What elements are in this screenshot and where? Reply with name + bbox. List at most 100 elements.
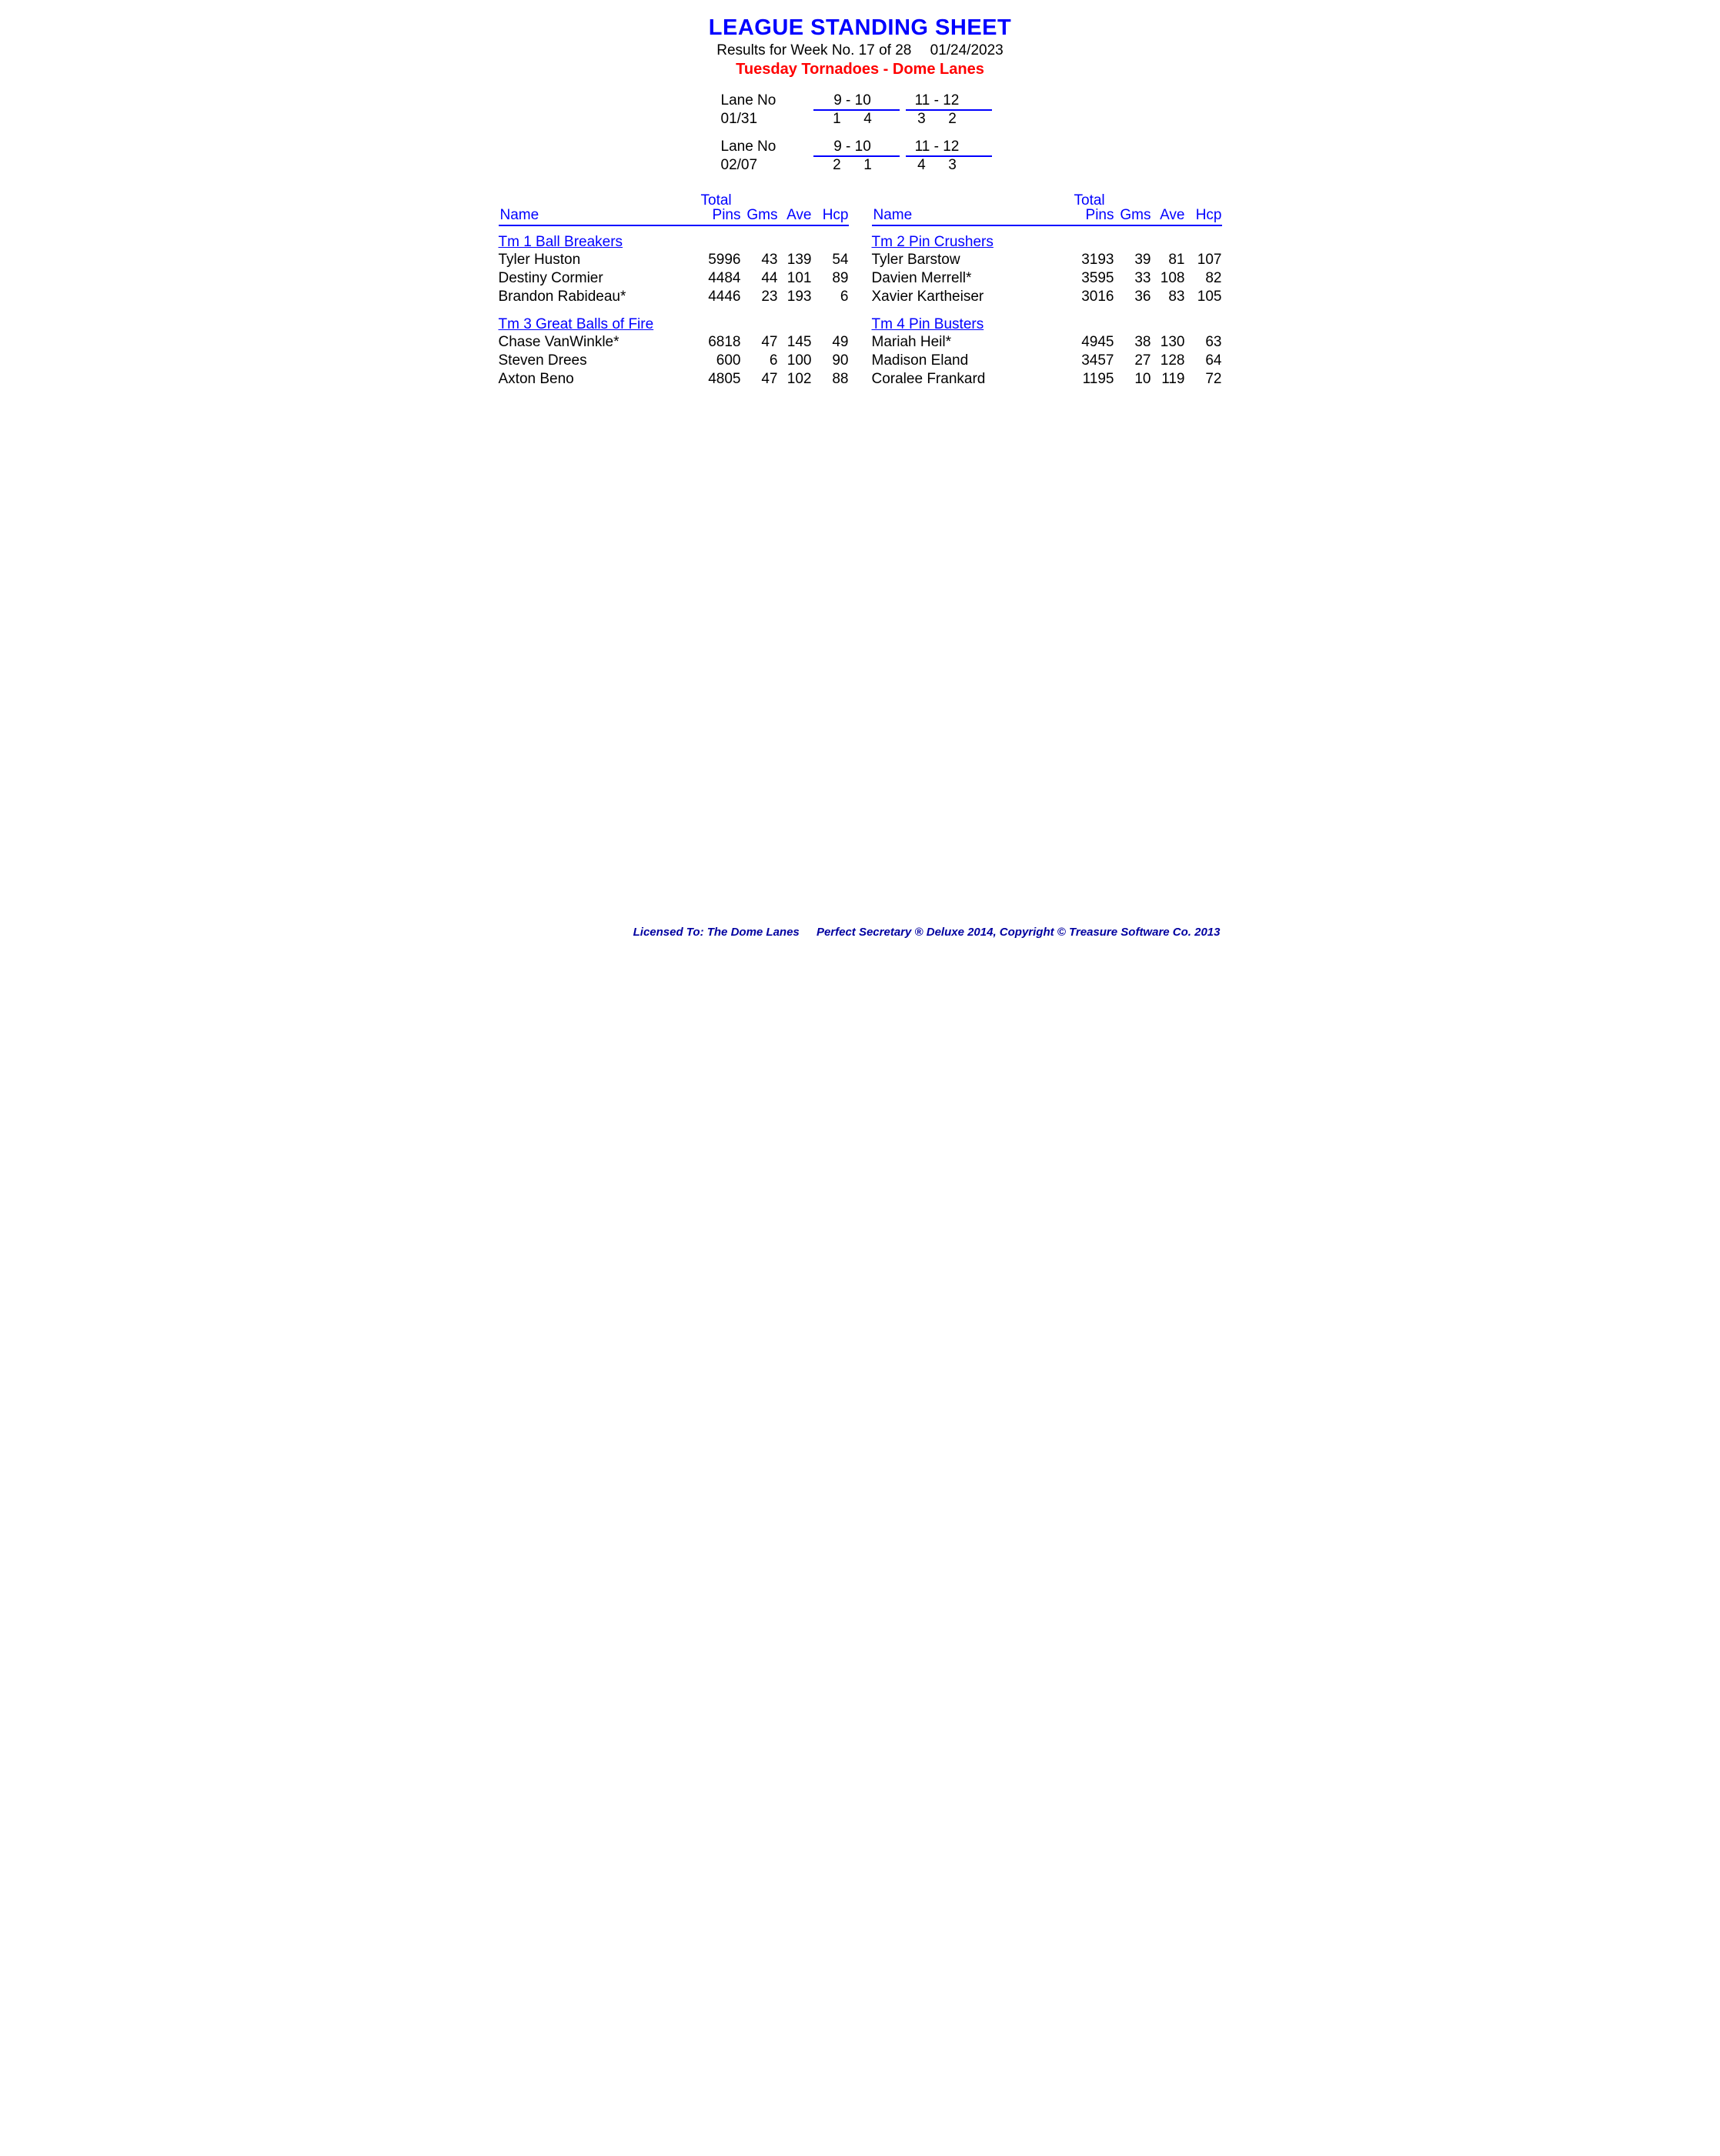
- player-pins: 5996: [701, 251, 741, 269]
- player-pins: 600: [701, 352, 741, 370]
- hdr-pins: Pins: [1086, 207, 1114, 223]
- player-row: Destiny Cormier44844410189: [499, 269, 849, 288]
- player-ave: 139: [778, 251, 812, 269]
- player-name: Coralee Frankard: [872, 370, 1074, 389]
- player-row: Brandon Rabideau*4446231936: [499, 288, 849, 306]
- lane-pair-b: 11 - 12: [895, 92, 980, 109]
- lane-label: Lane No: [718, 92, 810, 109]
- player-pins: 1195: [1074, 370, 1114, 389]
- lane-team: 1: [833, 111, 841, 128]
- hdr-total: Total: [701, 192, 741, 209]
- player-gms: 43: [741, 251, 778, 269]
- player-name: Steven Drees: [499, 352, 701, 370]
- player-gms: 10: [1114, 370, 1151, 389]
- player-ave: 83: [1151, 288, 1185, 306]
- team-name: Tm 1 Ball Breakers: [499, 234, 849, 251]
- team-block: Tm 2 Pin CrushersTyler Barstow3193398110…: [872, 234, 1222, 305]
- player-name: Davien Merrell*: [872, 269, 1074, 288]
- player-hcp: 105: [1185, 288, 1222, 306]
- player-hcp: 63: [1185, 333, 1222, 352]
- team-name: Tm 4 Pin Busters: [872, 316, 1222, 333]
- league-name: Tuesday Tornadoes - Dome Lanes: [499, 61, 1222, 78]
- player-pins: 6818: [701, 333, 741, 352]
- player-hcp: 72: [1185, 370, 1222, 389]
- right-column: Name Total Pins Gms Ave Hcp Tm 2 Pin Cru…: [872, 192, 1222, 399]
- report-header: LEAGUE STANDING SHEET Results for Week N…: [499, 15, 1222, 78]
- hdr-gms: Gms: [1114, 207, 1151, 224]
- player-name: Axton Beno: [499, 370, 701, 389]
- lane-block-1: Lane No 9 - 10 11 - 12 01/31 1 4 3 2: [718, 92, 1003, 128]
- lane-team: 2: [833, 157, 841, 174]
- player-row: Davien Merrell*35953310882: [872, 269, 1222, 288]
- left-column: Name Total Pins Gms Ave Hcp Tm 1 Ball Br…: [499, 192, 849, 399]
- player-pins: 4446: [701, 288, 741, 306]
- lane-team: 3: [917, 111, 926, 128]
- player-ave: 100: [778, 352, 812, 370]
- player-pins: 4945: [1074, 333, 1114, 352]
- player-ave: 193: [778, 288, 812, 306]
- player-row: Tyler Barstow31933981107: [872, 251, 1222, 269]
- hdr-name: Name: [499, 207, 701, 224]
- player-gms: 6: [741, 352, 778, 370]
- hdr-pins: Pins: [713, 207, 741, 223]
- player-name: Destiny Cormier: [499, 269, 701, 288]
- player-pins: 3595: [1074, 269, 1114, 288]
- player-name: Xavier Kartheiser: [872, 288, 1074, 306]
- player-row: Madison Eland34572712864: [872, 352, 1222, 370]
- player-hcp: 54: [812, 251, 849, 269]
- player-hcp: 89: [812, 269, 849, 288]
- hdr-ave: Ave: [778, 207, 812, 224]
- column-header: Name Total Pins Gms Ave Hcp: [872, 192, 1222, 226]
- player-gms: 39: [1114, 251, 1151, 269]
- player-hcp: 6: [812, 288, 849, 306]
- hdr-hcp: Hcp: [1185, 207, 1222, 224]
- player-gms: 36: [1114, 288, 1151, 306]
- player-ave: 119: [1151, 370, 1185, 389]
- player-pins: 3193: [1074, 251, 1114, 269]
- player-name: Mariah Heil*: [872, 333, 1074, 352]
- footer-software: Perfect Secretary ® Deluxe 2014, Copyrig…: [817, 926, 1221, 939]
- hdr-name: Name: [872, 207, 1074, 224]
- lane-pair-a: 9 - 10: [810, 92, 895, 109]
- team-block: Tm 4 Pin BustersMariah Heil*49453813063M…: [872, 316, 1222, 388]
- hdr-total: Total: [1074, 192, 1114, 209]
- player-ave: 101: [778, 269, 812, 288]
- lane-team: 4: [917, 157, 926, 174]
- column-header: Name Total Pins Gms Ave Hcp: [499, 192, 849, 226]
- player-row: Axton Beno48054710288: [499, 370, 849, 389]
- player-gms: 44: [741, 269, 778, 288]
- player-ave: 102: [778, 370, 812, 389]
- player-row: Steven Drees600610090: [499, 352, 849, 370]
- lane-date: 01/31: [718, 111, 810, 128]
- player-ave: 128: [1151, 352, 1185, 370]
- player-gms: 23: [741, 288, 778, 306]
- lane-team: 2: [948, 111, 957, 128]
- team-name: Tm 3 Great Balls of Fire: [499, 316, 849, 333]
- lane-team: 3: [948, 157, 957, 174]
- player-gms: 33: [1114, 269, 1151, 288]
- lane-team: 1: [863, 157, 872, 174]
- lane-team: 4: [863, 111, 872, 128]
- player-row: Tyler Huston59964313954: [499, 251, 849, 269]
- lane-block-2: Lane No 9 - 10 11 - 12 02/07 2 1 4 3: [718, 139, 1003, 174]
- player-row: Mariah Heil*49453813063: [872, 333, 1222, 352]
- player-gms: 47: [741, 333, 778, 352]
- player-gms: 38: [1114, 333, 1151, 352]
- player-ave: 130: [1151, 333, 1185, 352]
- player-ave: 145: [778, 333, 812, 352]
- player-hcp: 90: [812, 352, 849, 370]
- lane-schedule: Lane No 9 - 10 11 - 12 01/31 1 4 3 2 Lan…: [718, 92, 1003, 174]
- hdr-gms: Gms: [741, 207, 778, 224]
- player-hcp: 88: [812, 370, 849, 389]
- player-name: Chase VanWinkle*: [499, 333, 701, 352]
- player-row: Chase VanWinkle*68184714549: [499, 333, 849, 352]
- team-block: Tm 3 Great Balls of FireChase VanWinkle*…: [499, 316, 849, 388]
- footer-licensed: Licensed To: The Dome Lanes: [633, 926, 800, 939]
- player-pins: 4484: [701, 269, 741, 288]
- report-title: LEAGUE STANDING SHEET: [499, 15, 1222, 41]
- player-gms: 47: [741, 370, 778, 389]
- footer: Licensed To: The Dome Lanes Perfect Secr…: [500, 926, 1221, 939]
- team-block: Tm 1 Ball BreakersTyler Huston5996431395…: [499, 234, 849, 305]
- player-row: Xavier Kartheiser30163683105: [872, 288, 1222, 306]
- player-pins: 3016: [1074, 288, 1114, 306]
